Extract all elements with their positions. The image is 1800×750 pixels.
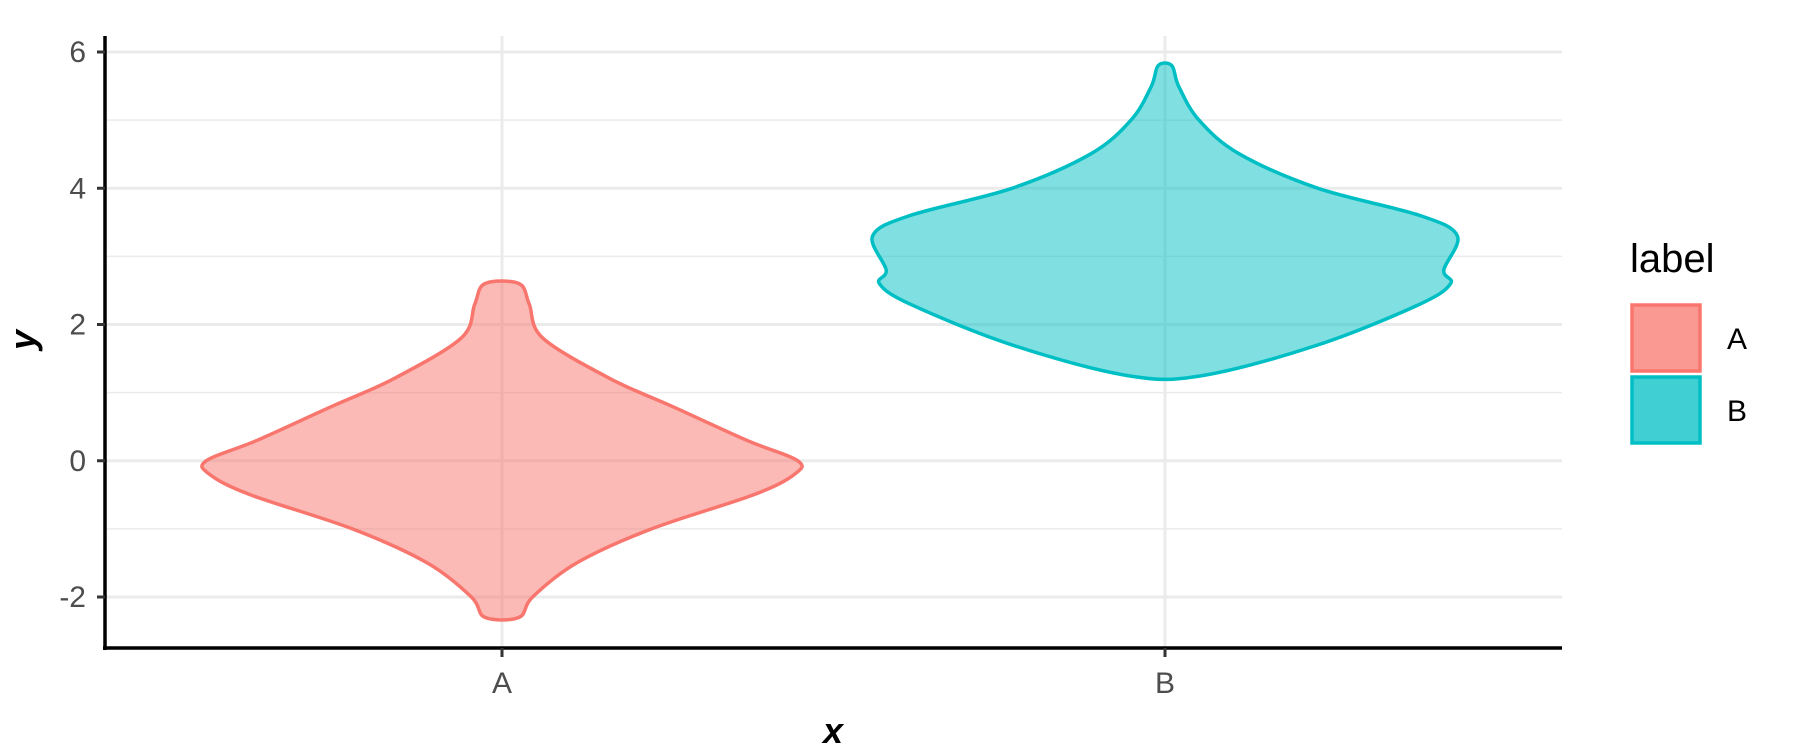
legend-label-B: B: [1727, 395, 1747, 428]
legend-key-B: [1630, 375, 1702, 445]
x-tick-label: B: [1155, 667, 1175, 700]
x-axis-title: x: [821, 710, 845, 750]
y-axis-title: y: [2, 328, 43, 352]
violins: [200, 61, 1460, 622]
x-tick-label: A: [492, 667, 512, 700]
axes: [103, 36, 1562, 650]
y-tick-label: 4: [69, 172, 86, 205]
violin-B: [870, 61, 1460, 382]
legend: label A B: [1630, 237, 1747, 445]
y-tick-label: -2: [59, 581, 86, 614]
violin-A: [200, 279, 804, 622]
legend-title: label: [1630, 237, 1715, 281]
y-tick-label: 0: [69, 445, 86, 478]
y-tick-label: 6: [69, 36, 86, 69]
y-tick-label: 2: [69, 309, 86, 342]
ticks: -2 0 2 4 6 A B: [59, 36, 1175, 700]
legend-key-A: [1630, 303, 1702, 373]
grid-lines: [105, 36, 1562, 648]
legend-label-A: A: [1727, 323, 1747, 356]
